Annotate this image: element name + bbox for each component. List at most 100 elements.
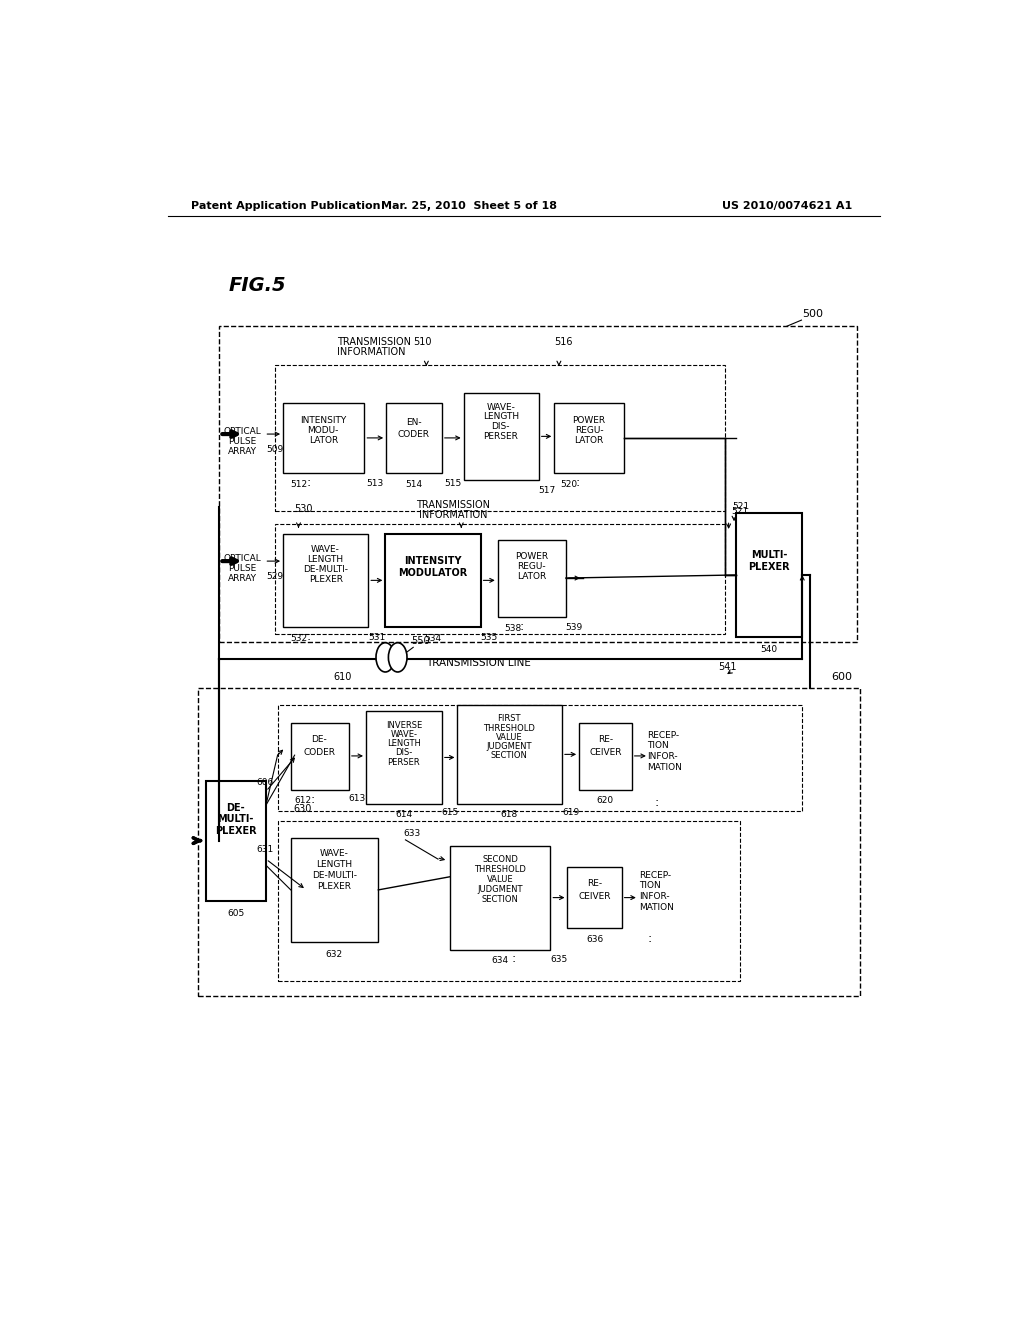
Text: 550: 550 [411, 636, 429, 645]
Text: INFOR-: INFOR- [640, 892, 670, 902]
Text: PLEXER: PLEXER [308, 576, 343, 583]
Text: 514: 514 [406, 480, 423, 490]
Bar [386, 404, 442, 473]
Text: 534: 534 [424, 635, 441, 643]
Ellipse shape [388, 643, 407, 672]
Bar [275, 364, 725, 511]
Bar [206, 780, 266, 902]
Text: OPTICAL: OPTICAL [224, 554, 261, 564]
Text: 620: 620 [597, 796, 614, 805]
Text: :: : [310, 793, 314, 807]
Text: DIS-: DIS- [395, 748, 413, 758]
Bar [278, 705, 802, 812]
Text: 618: 618 [501, 810, 518, 818]
Text: THRESHOLD: THRESHOLD [483, 723, 536, 733]
Text: 539: 539 [566, 623, 583, 632]
Text: THRESHOLD: THRESHOLD [474, 865, 526, 874]
Text: TION: TION [640, 882, 662, 891]
Text: 600: 600 [831, 672, 853, 682]
Text: 515: 515 [444, 479, 462, 487]
Text: PLEXER: PLEXER [215, 825, 257, 836]
Bar [291, 838, 378, 942]
Bar [283, 535, 369, 627]
Text: JUDGMENT: JUDGMENT [477, 884, 522, 894]
Text: 541: 541 [719, 661, 737, 672]
Text: MULTI-: MULTI- [217, 814, 254, 824]
Text: ARRAY: ARRAY [228, 447, 257, 457]
Text: PULSE: PULSE [228, 437, 257, 446]
Text: SECTION: SECTION [490, 751, 527, 760]
Text: TRANSMISSION: TRANSMISSION [337, 337, 412, 347]
Bar [498, 540, 566, 616]
Text: :: : [575, 477, 581, 490]
Text: 531: 531 [369, 632, 385, 642]
Text: EN-: EN- [407, 418, 422, 426]
Bar [458, 705, 562, 804]
Text: 610: 610 [334, 672, 352, 682]
Text: LENGTH: LENGTH [316, 861, 352, 869]
Text: 538: 538 [504, 624, 521, 634]
Bar [219, 326, 856, 642]
Text: 636: 636 [586, 935, 603, 944]
Text: 635: 635 [550, 954, 567, 964]
Text: DE-MULTI-: DE-MULTI- [311, 871, 356, 879]
Text: RECEP-: RECEP- [647, 730, 679, 739]
Bar [579, 723, 632, 789]
Text: 516: 516 [554, 337, 572, 347]
Text: LATOR: LATOR [574, 436, 604, 445]
Text: CEIVER: CEIVER [579, 891, 610, 900]
Text: 510: 510 [414, 337, 432, 347]
Text: POWER: POWER [572, 416, 605, 425]
Text: 633: 633 [403, 829, 421, 838]
Text: INTENSITY: INTENSITY [403, 556, 462, 566]
Text: SECOND: SECOND [482, 855, 518, 865]
Text: 521: 521 [731, 507, 749, 516]
Text: 613: 613 [349, 795, 366, 804]
Text: FIRST: FIRST [498, 714, 521, 723]
Text: 605: 605 [227, 909, 245, 919]
Text: VALUE: VALUE [496, 733, 522, 742]
Text: US 2010/0074621 A1: US 2010/0074621 A1 [722, 201, 852, 211]
Bar [198, 688, 860, 997]
Text: 512: 512 [291, 480, 308, 490]
Text: :: : [647, 932, 651, 945]
Text: TION: TION [647, 742, 669, 750]
Text: REGU-: REGU- [574, 426, 603, 434]
Bar [278, 821, 740, 981]
Text: REGU-: REGU- [517, 562, 546, 572]
Text: 520: 520 [560, 480, 578, 490]
Text: CODER: CODER [303, 747, 336, 756]
Text: :: : [306, 477, 310, 490]
Text: CEIVER: CEIVER [589, 747, 622, 756]
Bar [275, 524, 725, 635]
Text: INFORMATION: INFORMATION [337, 347, 406, 358]
Text: OPTICAL: OPTICAL [224, 428, 261, 436]
Text: 532: 532 [291, 635, 308, 643]
Bar [291, 723, 349, 789]
Text: CODER: CODER [398, 429, 430, 438]
Text: 500: 500 [802, 309, 823, 318]
Text: 529: 529 [266, 572, 283, 581]
Text: FIG.5: FIG.5 [228, 276, 287, 294]
Text: 513: 513 [367, 479, 384, 487]
Text: 631: 631 [256, 845, 273, 854]
Bar [450, 846, 550, 950]
Text: :: : [655, 796, 659, 809]
Text: 521: 521 [732, 502, 750, 511]
Text: 535: 535 [480, 632, 498, 642]
Text: :: : [512, 952, 516, 965]
Bar [567, 867, 622, 928]
Text: WAVE-: WAVE- [319, 849, 348, 858]
Text: 606: 606 [256, 777, 273, 787]
Text: PERSER: PERSER [388, 758, 420, 767]
Text: 619: 619 [562, 808, 580, 817]
Bar [554, 404, 624, 473]
Text: MODULATOR: MODULATOR [398, 569, 467, 578]
Text: MULTI-: MULTI- [751, 550, 787, 560]
Text: LENGTH: LENGTH [307, 556, 344, 564]
Text: WAVE-: WAVE- [311, 545, 340, 554]
Text: RE-: RE- [598, 735, 613, 744]
Text: DIS-: DIS- [492, 422, 510, 430]
Text: 509: 509 [266, 445, 284, 454]
Text: 517: 517 [538, 487, 555, 495]
